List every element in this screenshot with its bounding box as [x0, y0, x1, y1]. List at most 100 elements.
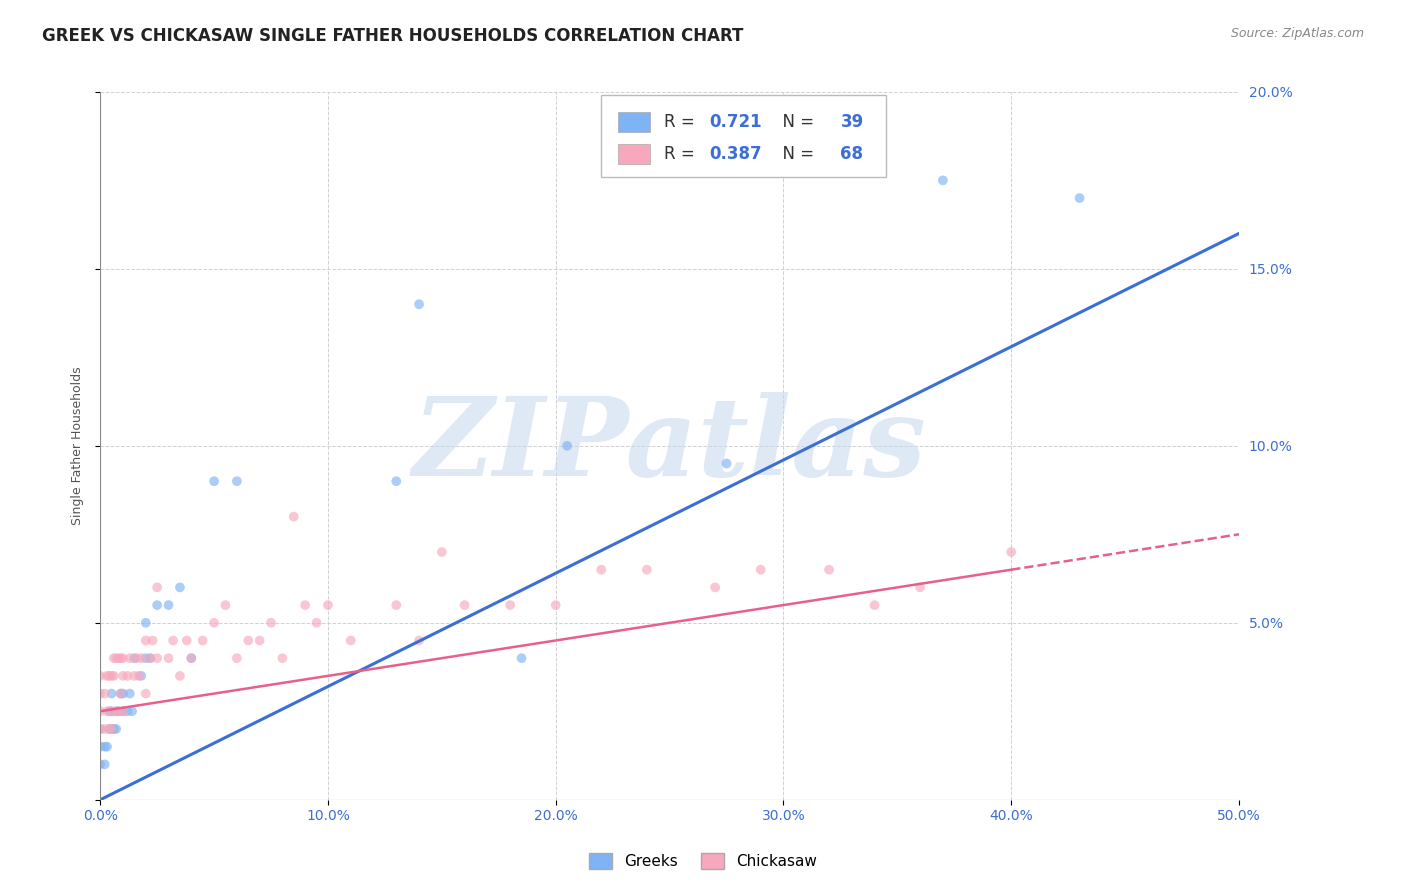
Point	[129, 669, 152, 683]
Point	[214, 598, 236, 612]
Point	[124, 651, 146, 665]
Point	[89, 704, 111, 718]
Point	[89, 739, 111, 754]
Point	[139, 651, 162, 665]
Point	[100, 722, 122, 736]
Text: 39: 39	[841, 113, 863, 131]
Point	[94, 757, 117, 772]
Point	[98, 669, 121, 683]
Point	[107, 704, 129, 718]
Point	[162, 633, 184, 648]
Point	[716, 457, 738, 471]
Point	[180, 651, 202, 665]
Point	[105, 704, 128, 718]
Point	[118, 687, 141, 701]
Point	[128, 669, 150, 683]
Point	[103, 722, 125, 736]
Point	[146, 581, 169, 595]
Point	[107, 651, 129, 665]
Point	[103, 651, 125, 665]
Point	[225, 651, 247, 665]
Point	[98, 722, 121, 736]
Point	[294, 598, 316, 612]
Point	[339, 633, 361, 648]
Point	[105, 651, 128, 665]
Point	[1069, 191, 1091, 205]
Point	[100, 704, 122, 718]
Point	[818, 563, 841, 577]
Point	[117, 704, 139, 718]
Point	[139, 651, 162, 665]
Point	[100, 722, 122, 736]
Point	[111, 704, 134, 718]
Point	[135, 651, 157, 665]
Point	[225, 474, 247, 488]
Point	[118, 651, 141, 665]
Point	[408, 297, 430, 311]
Point	[142, 633, 165, 648]
Point	[1000, 545, 1022, 559]
Point	[105, 722, 128, 736]
Point	[499, 598, 522, 612]
Text: R =: R =	[664, 145, 700, 163]
Point	[89, 722, 111, 736]
Point	[125, 651, 148, 665]
Text: GREEK VS CHICKASAW SINGLE FATHER HOUSEHOLDS CORRELATION CHART: GREEK VS CHICKASAW SINGLE FATHER HOUSEHO…	[42, 27, 744, 45]
Point	[89, 669, 111, 683]
Point	[117, 669, 139, 683]
Point	[135, 615, 157, 630]
Point	[636, 563, 658, 577]
Point	[157, 598, 180, 612]
Point	[316, 598, 339, 612]
Point	[555, 439, 578, 453]
Point	[111, 687, 134, 701]
Text: N =: N =	[772, 145, 820, 163]
Text: N =: N =	[772, 113, 820, 131]
Point	[105, 704, 128, 718]
Point	[191, 633, 214, 648]
Point	[89, 687, 111, 701]
Point	[180, 651, 202, 665]
Point	[107, 704, 129, 718]
Point	[908, 581, 931, 595]
Point	[544, 598, 567, 612]
Point	[510, 651, 533, 665]
Point	[100, 669, 122, 683]
Point	[271, 651, 294, 665]
Point	[260, 615, 283, 630]
Point	[135, 633, 157, 648]
Point	[135, 687, 157, 701]
Text: Source: ZipAtlas.com: Source: ZipAtlas.com	[1230, 27, 1364, 40]
Point	[169, 669, 191, 683]
Point	[249, 633, 271, 648]
Point	[98, 722, 121, 736]
Point	[103, 669, 125, 683]
Point	[408, 633, 430, 648]
Point	[430, 545, 453, 559]
Point	[305, 615, 328, 630]
Point	[704, 581, 727, 595]
Point	[453, 598, 475, 612]
Point	[146, 598, 169, 612]
Point	[111, 669, 134, 683]
Point	[385, 474, 408, 488]
Text: ZIPatlas: ZIPatlas	[412, 392, 927, 500]
Point	[89, 722, 111, 736]
Y-axis label: Single Father Households: Single Father Households	[72, 367, 84, 525]
Text: 0.387: 0.387	[710, 145, 762, 163]
Point	[932, 173, 955, 187]
Point	[100, 687, 122, 701]
Bar	[619, 112, 650, 132]
Point	[94, 687, 117, 701]
Point	[863, 598, 886, 612]
Point	[238, 633, 260, 648]
Point	[124, 669, 146, 683]
Text: 68: 68	[841, 145, 863, 163]
Point	[202, 474, 225, 488]
Point	[146, 651, 169, 665]
Point	[94, 739, 117, 754]
Legend: Greeks, Chickasaw: Greeks, Chickasaw	[583, 847, 823, 875]
Point	[110, 687, 132, 701]
Point	[111, 651, 134, 665]
Bar	[619, 145, 650, 164]
